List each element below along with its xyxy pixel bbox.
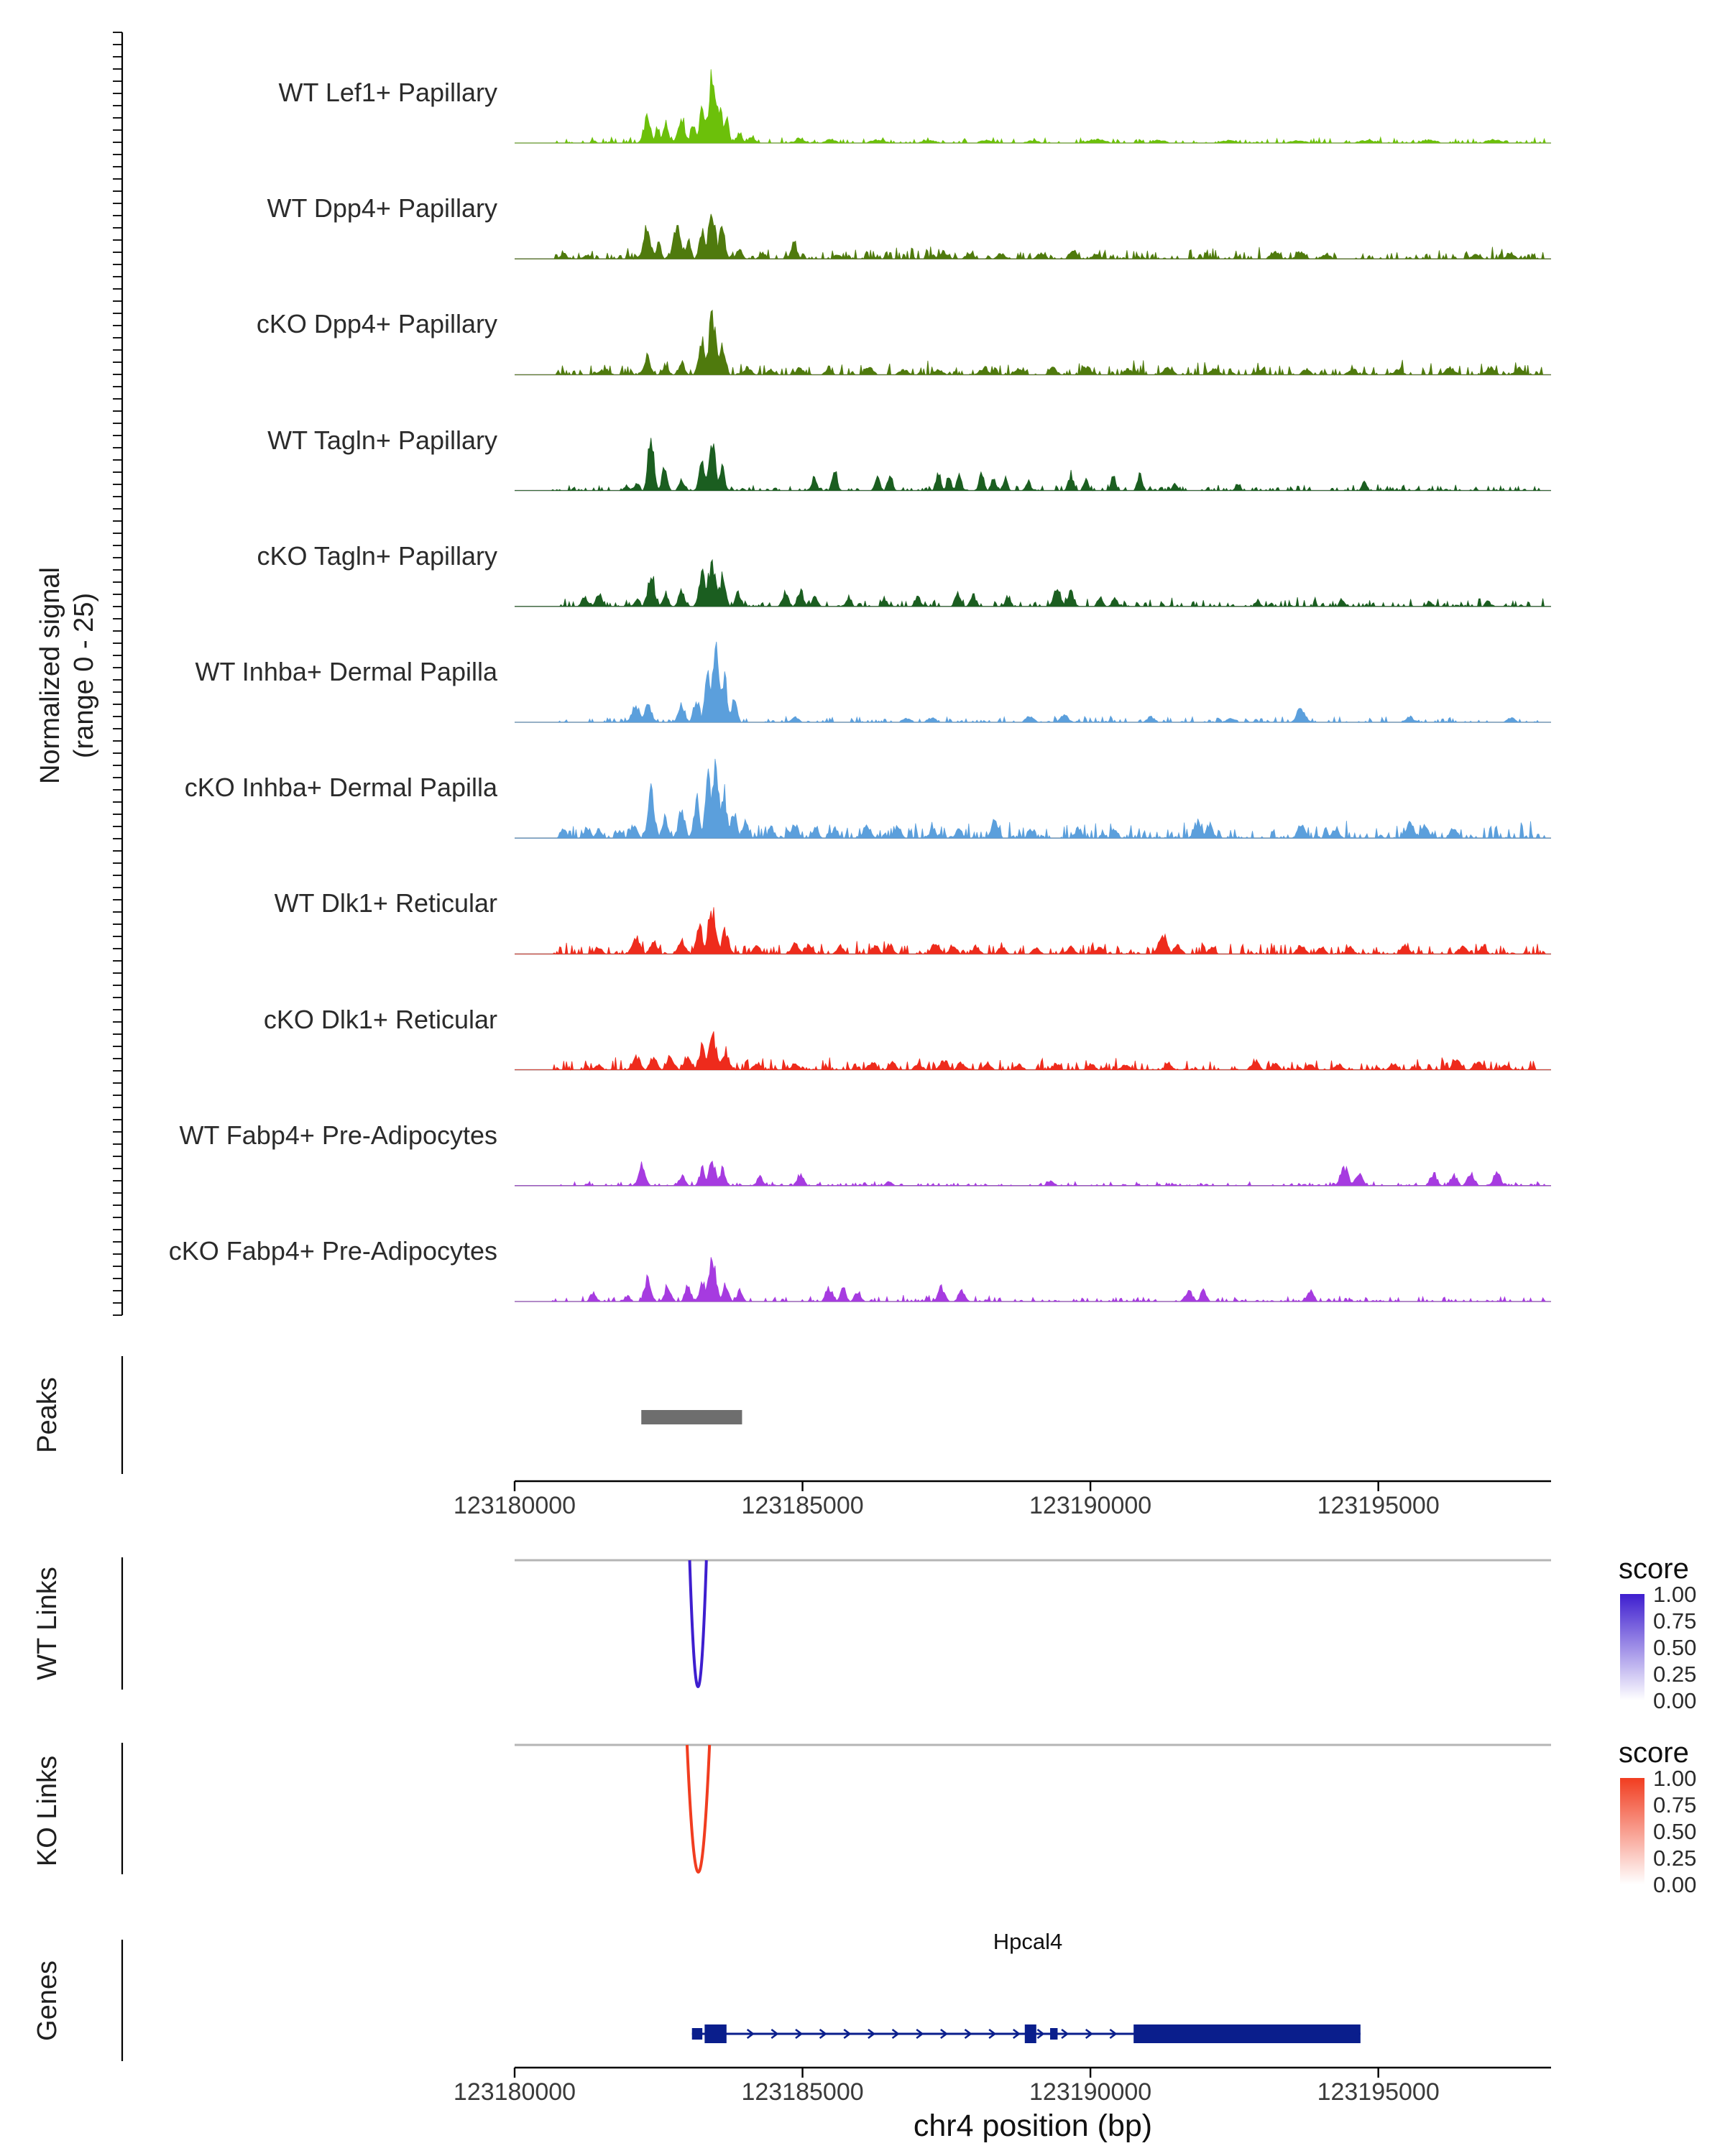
signal-track (515, 438, 1551, 492)
link-arc (688, 1560, 708, 1688)
signal-track (515, 641, 1551, 724)
strand-arrow-icon (770, 2028, 779, 2040)
strand-arrow-icon (868, 2028, 876, 2040)
score-legend-tick: 1.00 (1653, 1766, 1697, 1791)
score-legend-tick: 0.00 (1653, 1872, 1697, 1897)
strand-arrow-icon (843, 2028, 852, 2040)
x-axis-tick-label: 123185000 (741, 1492, 864, 1519)
x-axis-title: chr4 position (bp) (913, 2109, 1153, 2143)
score-legend-tick: 0.50 (1653, 1635, 1697, 1660)
signal-track (515, 1031, 1551, 1072)
gene-exon (691, 2028, 703, 2040)
x-axis-tick-label: 123190000 (1029, 1492, 1152, 1519)
gene-exon (704, 2024, 727, 2043)
wt-links-track (515, 1559, 1551, 1688)
x-axis-bottom (513, 2066, 1551, 2078)
link-arc (685, 1744, 712, 1874)
ko-links-track (515, 1743, 1551, 1874)
score-legend-tick: 0.25 (1653, 1662, 1697, 1687)
signal-track (515, 758, 1551, 839)
strand-arrow-icon (795, 2028, 804, 2040)
genes-section-label: Genes (32, 1961, 63, 2041)
track-label: cKO Inhba+ Dermal Papilla (184, 773, 497, 803)
signal-track (515, 309, 1551, 376)
signal-track (515, 213, 1551, 260)
score-legend-tick: 0.25 (1653, 1846, 1697, 1871)
x-axis-tick-label: 123185000 (741, 2078, 864, 2106)
score-legend-tick: 0.75 (1653, 1792, 1697, 1818)
strand-arrow-icon (819, 2028, 827, 2040)
track-label: cKO Dlk1+ Reticular (263, 1004, 497, 1034)
strand-arrow-icon (916, 2028, 924, 2040)
signal-track (515, 558, 1551, 608)
x-axis-tick-label: 123180000 (453, 1492, 576, 1519)
track-label: WT Lef1+ Papillary (278, 78, 497, 107)
y-axis (113, 32, 124, 1316)
score-legend-tick: 0.00 (1653, 1688, 1697, 1713)
track-label: WT Fabp4+ Pre-Adipocytes (179, 1120, 497, 1150)
track-label: cKO Fabp4+ Pre-Adipocytes (168, 1236, 497, 1266)
x-axis-top (513, 1480, 1551, 1491)
track-label: cKO Tagln+ Papillary (257, 540, 497, 571)
gene-model (691, 2024, 1361, 2043)
ko-score-legend-title: score (1619, 1737, 1689, 1769)
peaks-track (641, 1410, 742, 1424)
wt-score-legend-title: score (1619, 1553, 1689, 1585)
signal-track (515, 69, 1551, 144)
strand-arrow-icon (1085, 2028, 1093, 2040)
track-label: WT Tagln+ Papillary (267, 425, 497, 455)
wt-score-gradient-bar (1620, 1594, 1644, 1700)
x-axis-tick-label: 123180000 (453, 2078, 576, 2106)
x-axis-tick-label: 123190000 (1029, 2078, 1152, 2106)
strand-arrow-icon (940, 2028, 948, 2040)
strand-arrow-icon (891, 2028, 900, 2040)
ko-score-gradient-bar (1620, 1778, 1644, 1884)
strand-arrow-icon (964, 2028, 972, 2040)
strand-arrow-icon (1012, 2028, 1021, 2040)
strand-arrow-icon (1109, 2028, 1118, 2040)
gene-name-label: Hpcal4 (993, 1929, 1063, 1954)
strand-arrow-icon (1061, 2028, 1070, 2040)
score-legend-tick: 0.50 (1653, 1819, 1697, 1844)
strand-arrow-icon (746, 2028, 755, 2040)
x-axis-tick-label: 123195000 (1317, 1492, 1440, 1519)
gene-exon (1050, 2028, 1058, 2040)
strand-arrow-icon (1036, 2028, 1045, 2040)
signal-track (515, 1257, 1551, 1303)
strand-arrow-icon (988, 2028, 997, 2040)
gene-exon (1133, 2024, 1361, 2043)
x-axis-tick-label: 123195000 (1317, 2078, 1440, 2106)
track-label: WT Inhba+ Dermal Papilla (195, 657, 497, 686)
signal-track (515, 1160, 1551, 1187)
track-label: WT Dlk1+ Reticular (274, 888, 497, 918)
score-legend-tick: 1.00 (1653, 1582, 1697, 1607)
track-label: cKO Dpp4+ Papillary (256, 309, 497, 339)
track-label: WT Dpp4+ Papillary (267, 193, 497, 224)
signal-track (515, 907, 1551, 955)
peak-region (641, 1410, 742, 1424)
score-legend-tick: 0.75 (1653, 1608, 1697, 1634)
gene-exon (1024, 2024, 1036, 2043)
